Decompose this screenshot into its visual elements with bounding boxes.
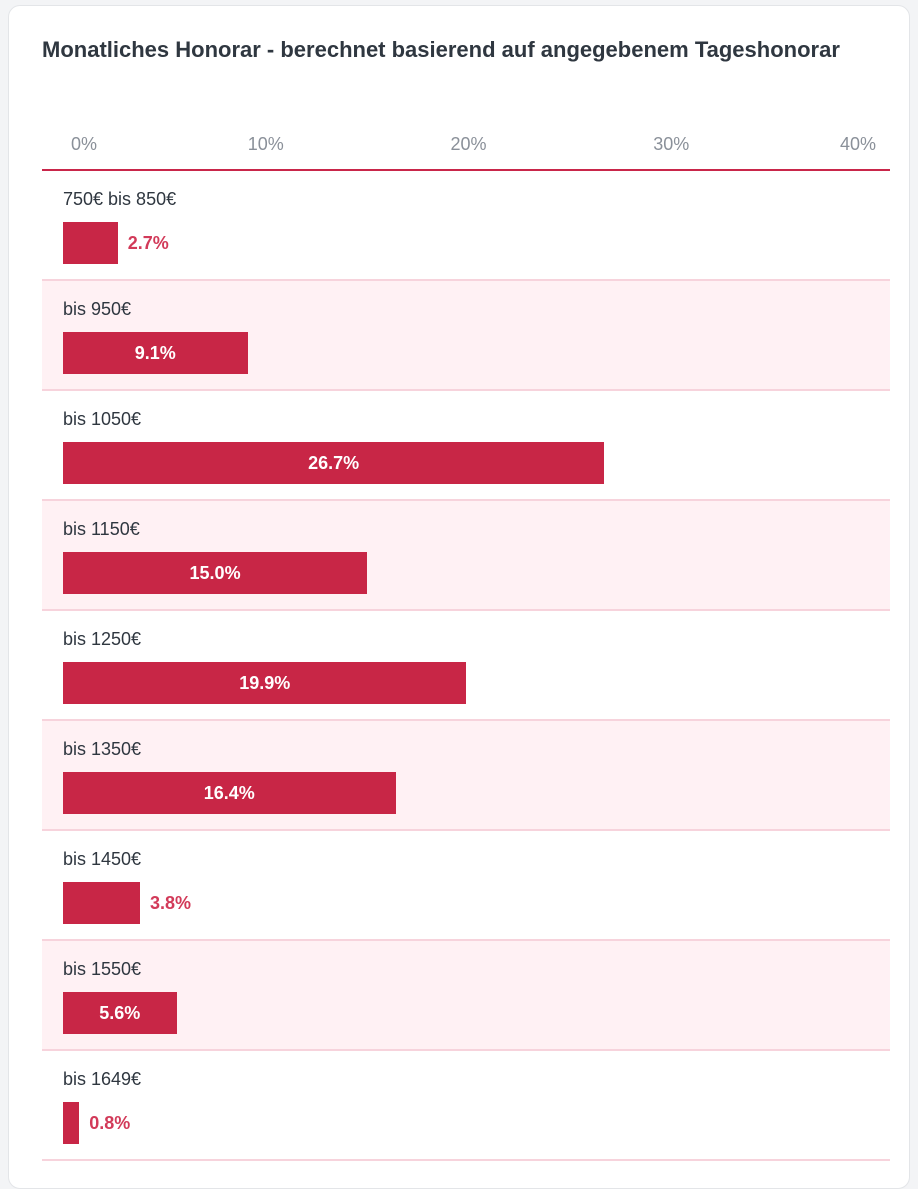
bar <box>63 992 177 1034</box>
bar-row: bis 1050€ 26.7% <box>42 391 890 501</box>
bar-rows: 750€ bis 850€ 2.7% bis 950€ 9.1% bis 1050€ 26… <box>42 171 890 1161</box>
bar <box>63 882 141 924</box>
bar <box>63 442 605 484</box>
category-label: bis 1150€ <box>63 519 140 539</box>
bar-value-label: 2.7% <box>127 233 169 253</box>
category-label: bis 1050€ <box>63 409 142 429</box>
x-axis: 0% 10% 20% 30% 40% <box>42 126 890 171</box>
bar <box>63 662 467 704</box>
bar-row: bis 1550€ 5.6% <box>42 941 890 1051</box>
x-tick-label: 10% <box>247 134 284 154</box>
bar <box>63 332 248 374</box>
bar-value-label: 0.8% <box>89 1113 131 1133</box>
bar-value-label: 16.4% <box>203 783 255 803</box>
bar-row: bis 1450€ 3.8% <box>42 831 890 941</box>
bar-row: bis 1150€ 15.0% <box>42 501 890 611</box>
bar-value-label: 5.6% <box>99 1003 141 1023</box>
chart-card: Monatliches Honorar - berechnet basieren… <box>8 5 910 1189</box>
category-label: bis 1350€ <box>63 739 142 759</box>
bar-value-label: 3.8% <box>150 893 192 913</box>
chart-title: Monatliches Honorar - berechnet basieren… <box>42 37 840 62</box>
bar-row: bis 1250€ 19.9% <box>42 611 890 721</box>
bar <box>63 1102 80 1144</box>
category-label: bis 1550€ <box>63 959 142 979</box>
category-label: bis 1250€ <box>63 629 142 649</box>
x-tick-label: 0% <box>71 134 98 154</box>
category-label: bis 1450€ <box>63 849 142 869</box>
x-tick-label: 30% <box>653 134 690 154</box>
bar <box>63 552 368 594</box>
bar-row: bis 1649€ 0.8% <box>42 1051 890 1161</box>
bar-value-label: 9.1% <box>134 343 176 363</box>
bar <box>63 222 118 264</box>
x-tick-label: 40% <box>840 134 877 154</box>
category-label: bis 1649€ <box>63 1069 142 1089</box>
bar-value-label: 19.9% <box>239 673 291 693</box>
bar-value-label: 26.7% <box>308 453 360 473</box>
bar-value-label: 15.0% <box>189 563 241 583</box>
category-label: bis 950€ <box>63 299 132 319</box>
bar-row: 750€ bis 850€ 2.7% <box>42 171 890 281</box>
x-tick-label: 20% <box>450 134 487 154</box>
category-label: 750€ bis 850€ <box>63 189 177 209</box>
bar-row: bis 1350€ 16.4% <box>42 721 890 831</box>
bar-row: bis 950€ 9.1% <box>42 281 890 391</box>
bar <box>63 772 396 814</box>
